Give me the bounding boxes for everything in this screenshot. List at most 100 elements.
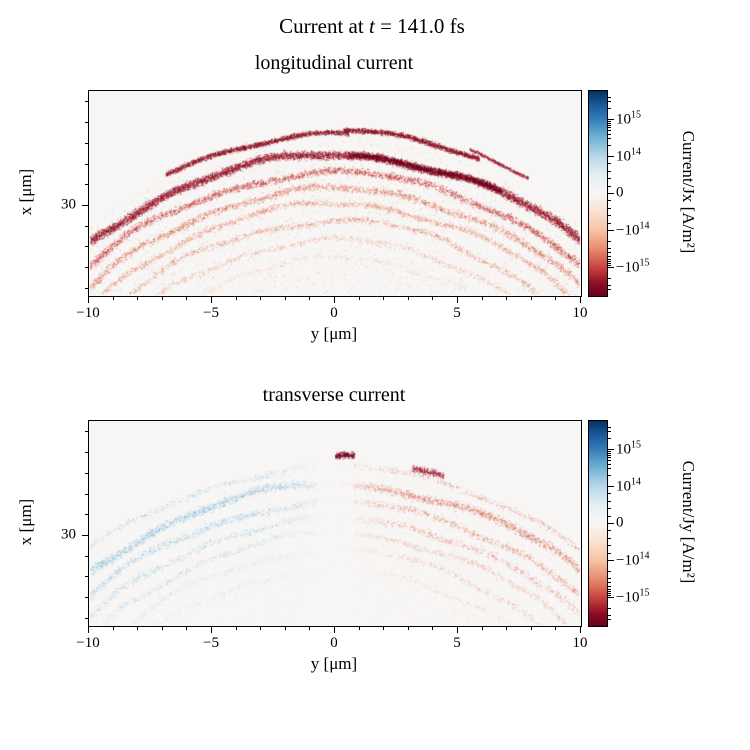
x-minor-tick [284,297,286,300]
colorbar-minor-tick [608,619,611,621]
colorbar-minor-tick [608,127,611,129]
x-minor-tick [309,297,311,300]
x-minor-tick [284,627,286,630]
y-minor-tick [85,617,88,619]
x-major-tick [334,627,335,633]
colorbar-minor-tick [608,463,611,465]
x-minor-tick [161,627,163,630]
figure-title-prefix: Current at [279,14,369,38]
colorbar-minor-tick [608,508,611,510]
x-minor-tick [383,627,385,630]
colorbar-tick-label: 0 [616,515,624,532]
x-minor-tick [555,627,557,630]
y-minor-tick [85,452,88,454]
colorbar-tick-exponent: 14 [631,476,641,488]
colorbar-minor-tick [608,545,611,547]
colorbar-label-transverse: Current/Jy [A/m²] [679,460,698,584]
colorbar-minor-tick [608,530,611,532]
x-minor-tick [161,297,163,300]
y-axis-label-longitudinal: x [μm] [16,168,35,216]
colorbar-major-tick [608,267,614,269]
colorbar-tick-exponent: 14 [639,220,650,232]
x-minor-tick [309,627,311,630]
colorbar-tick-exponent: 15 [631,109,641,121]
x-tick-label: −5 [203,635,219,651]
x-minor-tick [358,297,360,300]
colorbar-major-tick [608,523,614,525]
y-minor-tick [85,246,88,248]
colorbar-minor-tick [608,595,611,597]
colorbar-minor-tick [608,468,611,470]
colorbar-longitudinal [588,90,608,297]
x-minor-tick [530,627,532,630]
x-minor-tick [407,627,409,630]
panel-title-longitudinal: longitudinal current [254,52,414,74]
colorbar-minor-tick [608,120,611,122]
colorbar-minor-tick [608,614,611,616]
y-minor-tick [85,184,88,186]
x-tick-label: 0 [330,635,338,651]
colorbar-tick-base: −10 [616,222,640,239]
colorbar-minor-tick [608,215,611,217]
x-axis-label-longitudinal: y [μm] [310,324,358,343]
colorbar-tick-base: 10 [616,478,631,495]
colorbar-tick-label: −1015 [616,588,649,607]
y-minor-tick [85,555,88,557]
x-major-tick [580,627,581,633]
y-minor-tick [85,267,88,269]
colorbar-minor-tick [608,452,611,454]
colorbar-major-tick [608,229,614,231]
colorbar-minor-tick [608,222,611,224]
colorbar-minor-tick [608,500,611,502]
colorbar-tick-label: −1014 [616,550,649,569]
colorbar-minor-tick [608,247,611,249]
colorbar-minor-tick [608,426,611,428]
colorbar-minor-tick [608,130,611,132]
colorbar-tick-exponent: 14 [639,550,650,562]
colorbar-tick-label: 1015 [616,110,641,129]
x-minor-tick [530,297,532,300]
colorbar-minor-tick [608,108,611,109]
y-minor-tick [85,597,88,599]
x-minor-tick [432,627,434,630]
colorbar-minor-tick [608,515,611,517]
colorbar-major-tick [608,449,614,451]
colorbar-tick-label: 1014 [616,146,641,165]
colorbar-minor-tick [608,431,611,433]
colorbar-tick-base: 10 [616,148,631,165]
x-minor-tick [235,627,237,630]
colorbar-major-tick [608,119,614,121]
y-minor-tick [85,225,88,227]
figure-title-suffix: = 141.0 fs [374,14,465,38]
x-minor-tick [112,627,114,630]
colorbar-transverse [588,420,608,627]
colorbar-minor-tick [608,289,611,291]
x-minor-tick [186,297,188,300]
longitudinal-current-canvas [89,91,581,296]
colorbar-minor-tick [608,124,611,126]
x-major-tick [211,297,212,303]
colorbar-minor-tick [608,537,611,539]
colorbar-minor-tick [608,263,611,265]
y-major-tick [82,535,88,536]
x-minor-tick [235,297,237,300]
colorbar-minor-tick [608,255,611,257]
colorbar-label-longitudinal: Current/Jx [A/m²] [679,130,698,254]
x-minor-tick [506,297,508,300]
figure-title: Current at t = 141.0 fs [0,14,744,39]
y-minor-tick [85,163,88,165]
x-minor-tick [481,297,483,300]
colorbar-major-tick [608,193,614,195]
plot-area-transverse [88,420,582,627]
colorbar-tick-base: −10 [616,552,640,569]
y-major-tick [82,205,88,206]
colorbar-major-tick [608,559,614,561]
colorbar-minor-tick [608,577,611,579]
x-minor-tick [506,627,508,630]
colorbar-minor-tick [608,278,611,280]
colorbar-minor-tick [608,457,611,459]
colorbar-minor-tick [608,582,611,584]
colorbar-tick-exponent: 14 [631,146,641,158]
colorbar-tick-label: 1015 [616,440,641,459]
